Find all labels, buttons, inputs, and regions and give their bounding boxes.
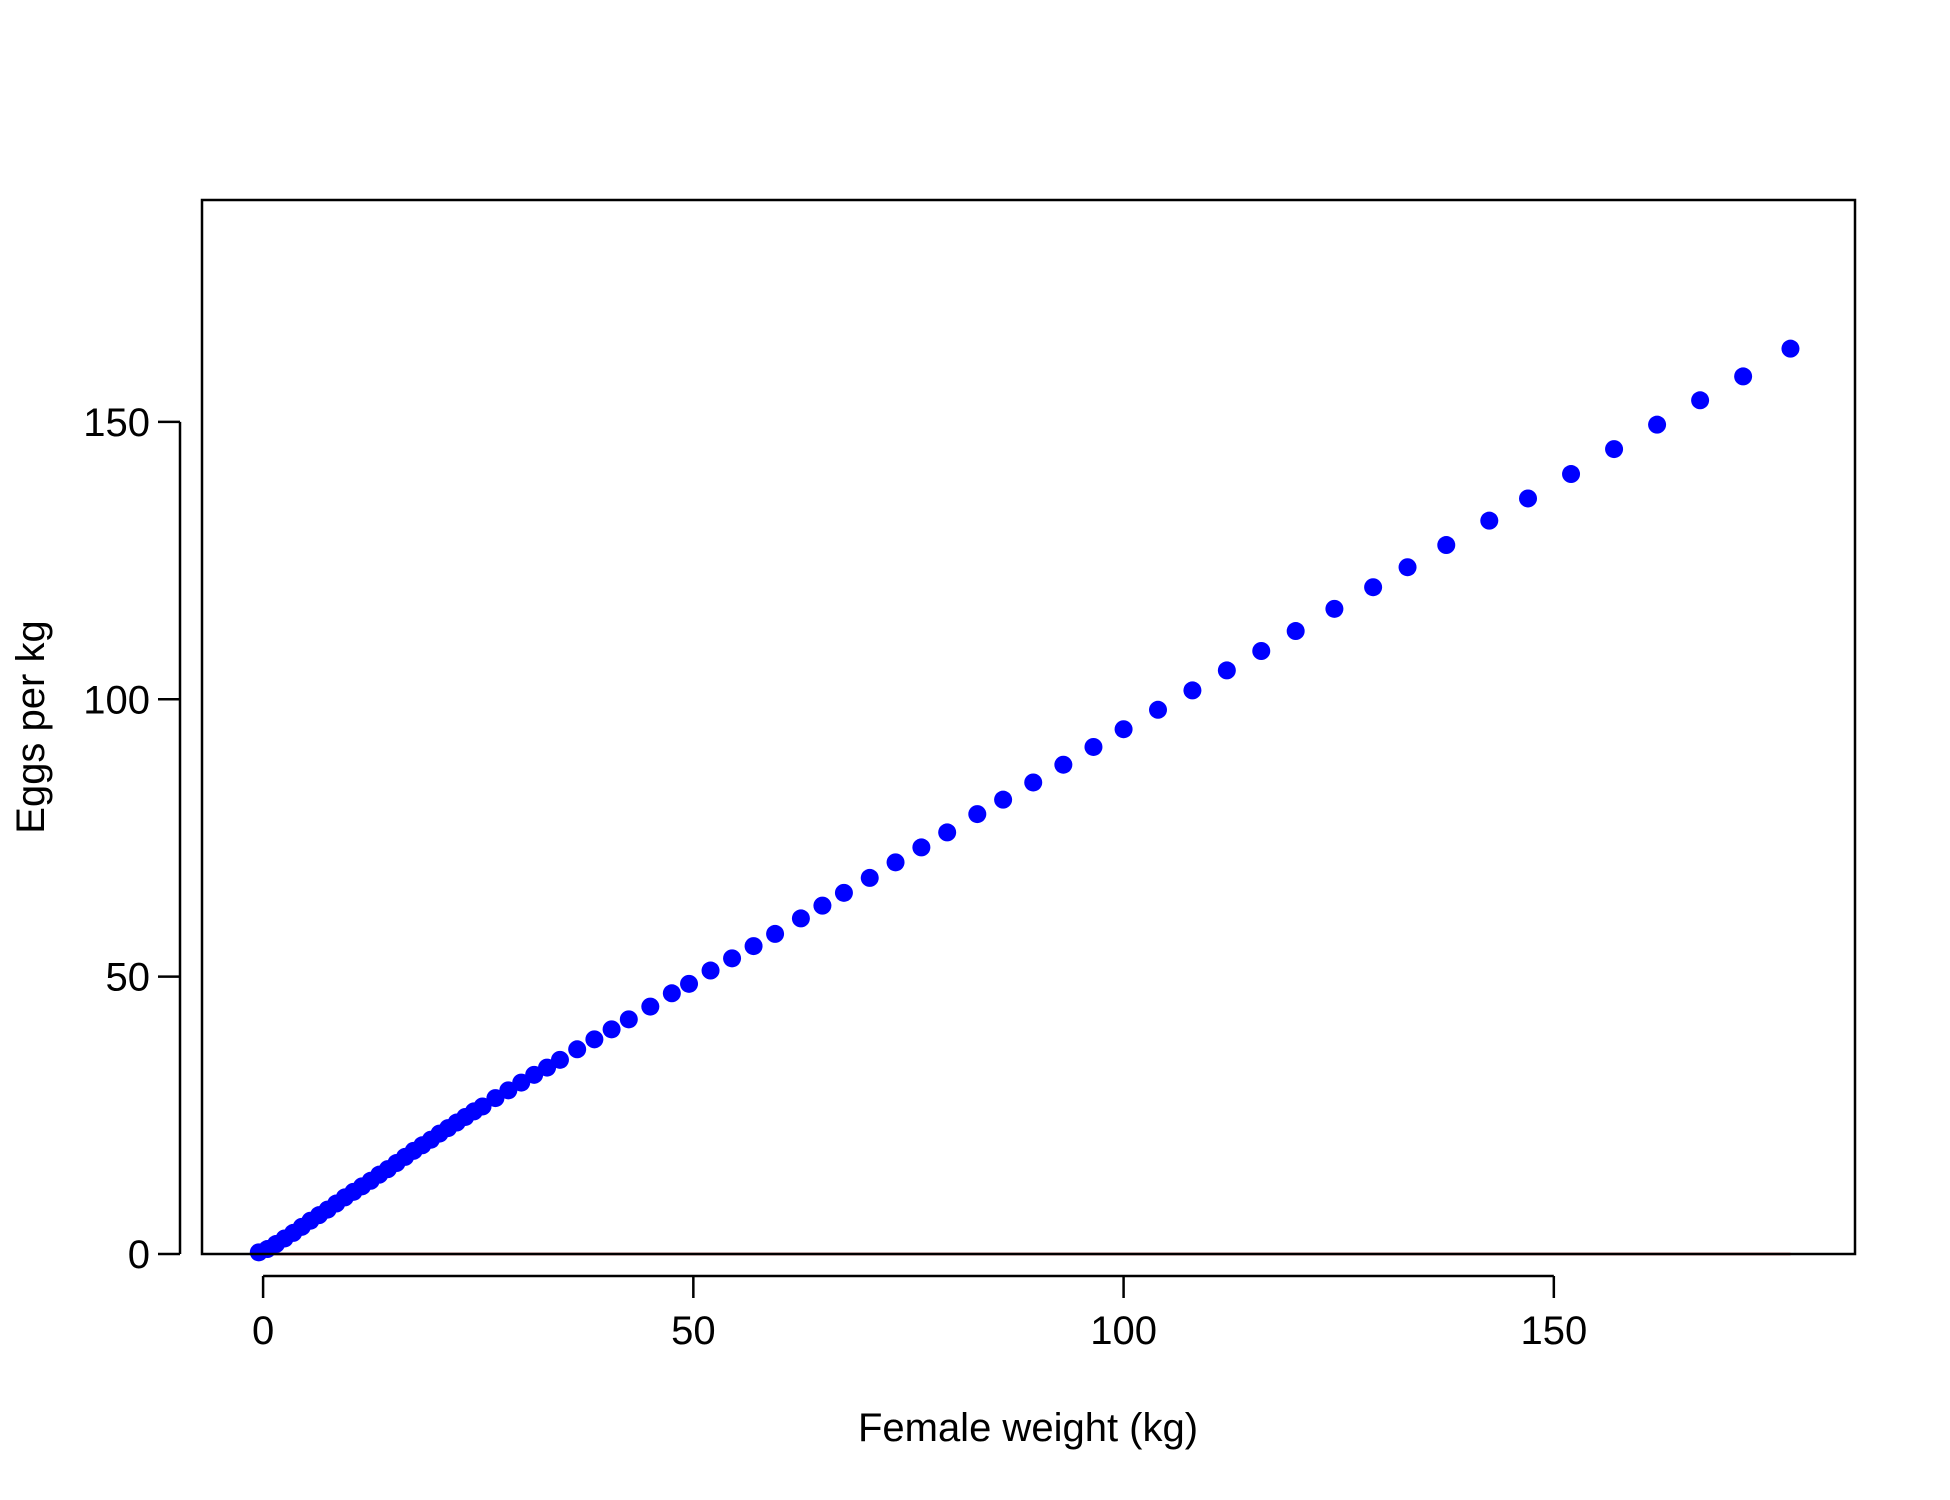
data-point <box>585 1030 604 1049</box>
data-point <box>701 961 720 980</box>
data-point <box>1648 415 1667 434</box>
data-point <box>1217 661 1236 680</box>
data-point <box>568 1040 587 1059</box>
data-point <box>1054 755 1073 774</box>
data-points <box>249 339 1800 1262</box>
data-point <box>723 949 742 968</box>
data-point <box>1519 489 1538 508</box>
data-point <box>968 805 987 824</box>
data-point <box>662 984 681 1003</box>
data-point <box>1734 367 1753 386</box>
data-point <box>550 1050 569 1069</box>
y-tick-label: 150 <box>83 401 150 445</box>
data-point <box>602 1020 621 1039</box>
x-axis-label: Female weight (kg) <box>858 1406 1198 1450</box>
data-point <box>860 868 879 887</box>
x-axis: 0 50 100 150 <box>252 1274 1587 1353</box>
data-point <box>1605 440 1624 459</box>
data-point <box>538 1058 557 1077</box>
y-axis-label: Eggs per kg <box>9 620 53 833</box>
data-point <box>791 909 810 928</box>
y-axis: 0 50 100 150 <box>83 401 182 1277</box>
data-point <box>938 823 957 842</box>
data-point <box>1252 642 1271 661</box>
data-point <box>994 790 1013 809</box>
data-point <box>1114 720 1133 739</box>
x-tick-label: 150 <box>1520 1309 1587 1353</box>
data-point <box>473 1097 492 1116</box>
data-point <box>641 997 660 1016</box>
data-point <box>1480 511 1499 530</box>
data-point <box>1024 773 1043 792</box>
data-point <box>619 1010 638 1029</box>
data-point <box>486 1089 505 1108</box>
data-point <box>1084 737 1103 756</box>
data-point <box>1562 465 1581 484</box>
data-point <box>834 883 853 902</box>
data-point <box>1398 558 1417 577</box>
data-point <box>1364 578 1383 597</box>
y-tick-label: 100 <box>83 678 150 722</box>
data-point <box>766 924 785 943</box>
y-tick-label: 0 <box>128 1233 150 1277</box>
data-point <box>1437 536 1456 555</box>
data-point <box>1691 391 1710 410</box>
data-point <box>1183 681 1202 700</box>
data-point <box>744 937 763 956</box>
data-point <box>1149 700 1168 719</box>
data-point <box>912 838 931 857</box>
data-point <box>886 853 905 872</box>
data-point <box>813 896 832 915</box>
data-point <box>1781 339 1800 358</box>
y-tick-label: 50 <box>106 956 151 1000</box>
data-point <box>1325 599 1344 618</box>
x-tick-label: 50 <box>671 1309 716 1353</box>
data-point <box>512 1073 531 1092</box>
x-tick-label: 0 <box>252 1309 274 1353</box>
x-tick-label: 100 <box>1090 1309 1157 1353</box>
data-point <box>680 974 699 993</box>
data-point <box>499 1081 518 1100</box>
plot-frame <box>200 198 1857 1256</box>
data-point <box>1286 622 1305 641</box>
